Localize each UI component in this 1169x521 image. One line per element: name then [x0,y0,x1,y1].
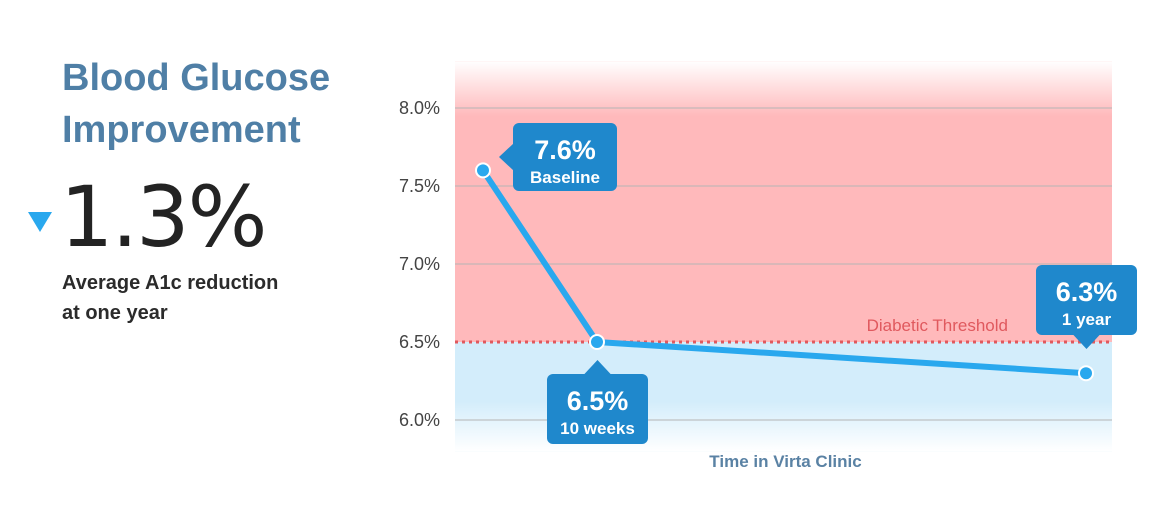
triangle-down-icon [28,212,52,232]
callout-label: Baseline [530,168,600,187]
callout-pointer [583,360,612,375]
threshold-label: Diabetic Threshold [867,316,1008,335]
callout-value: 6.5% [567,386,629,416]
x-axis-label: Time in Virta Clinic [709,452,861,471]
caption-line-1: Average A1c reduction [62,272,279,294]
callout-1-year: 6.3% 1 year [1036,265,1137,349]
callout-box [547,374,648,444]
y-tick-label: 6.0% [399,410,440,430]
y-tick-label: 8.0% [399,98,440,118]
big-value: 1.3% [60,168,267,266]
data-point [475,162,491,179]
callout-pointer [499,143,514,171]
stat-caption: Average A1c reduction at one year [62,268,322,328]
top-fade [455,61,1112,117]
callout-box [1036,265,1137,335]
title-line-2: Improvement [62,109,301,151]
callout-pointer [1072,334,1101,349]
callout-baseline: 7.6% Baseline [499,123,617,191]
callout-box [513,123,617,191]
y-tick-label: 7.5% [399,176,440,196]
callout-10-weeks: 6.5% 10 weeks [547,360,648,444]
callout-value: 7.6% [534,135,596,165]
data-point [1078,365,1094,382]
data-point [589,334,605,350]
title-line-1: Blood Glucose [62,57,331,99]
callout-label: 10 weeks [560,419,635,438]
y-tick-label: 7.0% [399,254,440,274]
callout-label: 1 year [1062,310,1112,329]
page-title: Blood Glucose Improvement [62,52,330,156]
caption-line-2: at one year [62,302,168,324]
y-tick-label: 6.5% [399,332,440,352]
callout-value: 6.3% [1056,277,1118,307]
